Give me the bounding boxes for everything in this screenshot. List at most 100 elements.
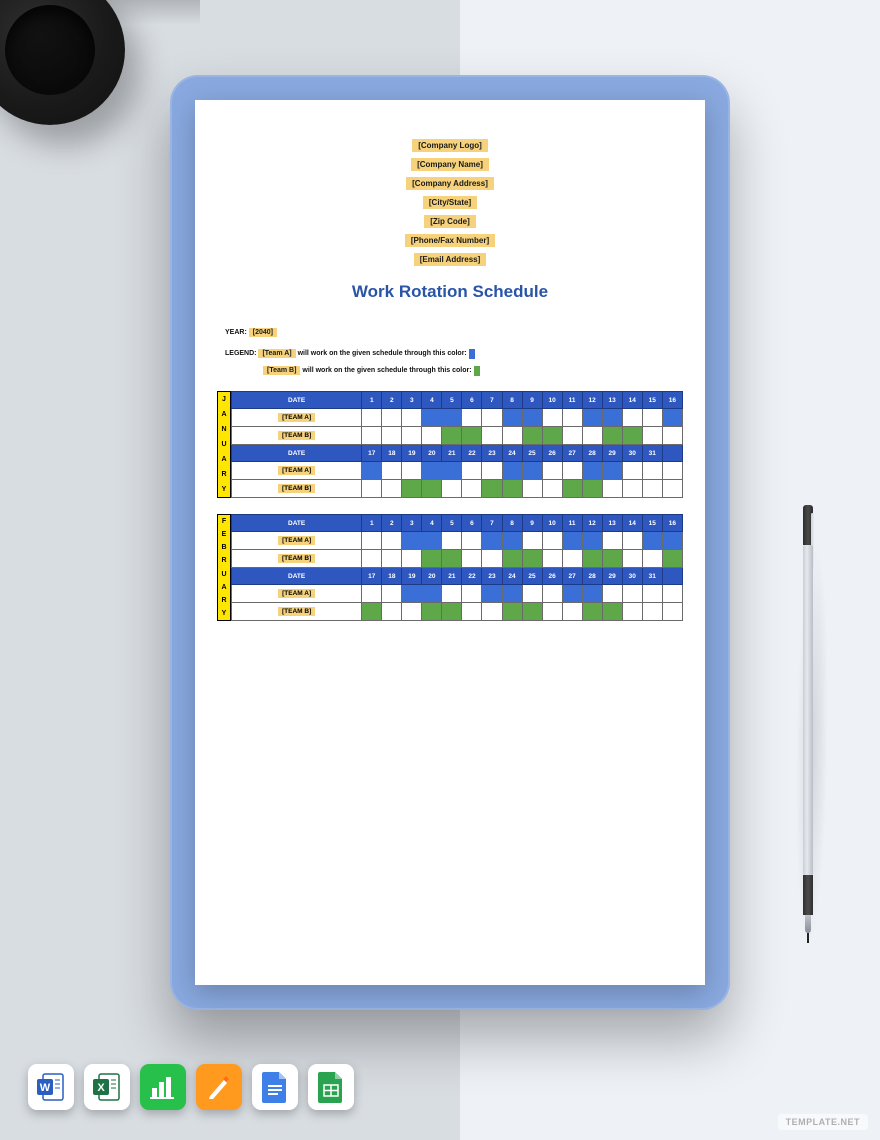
day-number: 2 [382,392,402,409]
schedule-cell [422,532,442,550]
day-number: 17 [362,568,382,585]
day-number: 7 [482,392,502,409]
schedule-cell [622,427,642,445]
day-number: 13 [602,392,622,409]
schedule-cell [622,603,642,621]
schedule-cell [402,532,422,550]
schedule-cell [542,603,562,621]
schedule-cell [362,409,382,427]
day-number: 28 [582,568,602,585]
schedule-cell [382,462,402,480]
day-number: 18 [382,445,402,462]
schedule-cell [482,603,502,621]
schedule-cell [602,585,622,603]
day-number: 6 [462,392,482,409]
schedule-cell [402,480,422,498]
day-number: 31 [642,445,662,462]
schedule-cell [402,603,422,621]
day-number: 23 [482,445,502,462]
day-number: 30 [622,568,642,585]
schedule-cell [422,585,442,603]
day-number: 1 [362,392,382,409]
schedule-cell [502,427,522,445]
schedule-cell [502,585,522,603]
day-number: 29 [602,445,622,462]
word-icon: W [28,1064,74,1110]
legend-team-a: [Team A] [258,349,295,358]
schedule-cell [582,462,602,480]
zip-placeholder: [Zip Code] [424,215,476,228]
day-number: 7 [482,515,502,532]
watermark: TEMPLATE.NET [778,1114,868,1130]
schedule-container: JANUARYDATE12345678910111213141516[TEAM … [217,391,683,621]
schedule-cell [362,462,382,480]
schedule-cell [522,462,542,480]
schedule-cell [382,532,402,550]
team-row-label: [TEAM A] [232,409,362,427]
day-number [662,445,682,462]
schedule-cell [502,532,522,550]
numbers-icon [140,1064,186,1110]
schedule-cell [582,427,602,445]
schedule-cell [402,427,422,445]
schedule-cell [662,532,682,550]
day-number: 29 [602,568,622,585]
schedule-cell [582,532,602,550]
day-number: 4 [422,392,442,409]
schedule-cell [602,603,622,621]
day-number: 22 [462,568,482,585]
schedule-cell [582,409,602,427]
day-number: 14 [622,392,642,409]
day-number: 24 [502,445,522,462]
schedule-cell [582,603,602,621]
schedule-cell [522,603,542,621]
schedule-cell [542,480,562,498]
schedule-cell [482,585,502,603]
schedule-cell [442,585,462,603]
team-row-label: [TEAM A] [232,532,362,550]
address-placeholder: [Company Address] [406,177,494,190]
schedule-cell [622,532,642,550]
schedule-cell [662,462,682,480]
day-number: 17 [362,445,382,462]
schedule-cell [442,532,462,550]
day-number: 15 [642,515,662,532]
schedule-cell [542,532,562,550]
schedule-cell [422,427,442,445]
schedule-cell [462,427,482,445]
schedule-cell [442,409,462,427]
gsheets-icon [308,1064,354,1110]
schedule-cell [582,585,602,603]
swatch-team-a [469,349,475,359]
schedule-cell [402,585,422,603]
schedule-cell [442,462,462,480]
gdocs-icon [252,1064,298,1110]
schedule-cell [602,462,622,480]
schedule-cell [602,480,622,498]
schedule-cell [642,603,662,621]
schedule-cell [662,427,682,445]
team-row-label: [TEAM B] [232,550,362,568]
day-number: 19 [402,445,422,462]
schedule-cell [522,409,542,427]
day-number: 19 [402,568,422,585]
schedule-cell [502,462,522,480]
day-number: 11 [562,515,582,532]
day-number: 8 [502,392,522,409]
schedule-cell [662,550,682,568]
schedule-cell [622,480,642,498]
document-title: Work Rotation Schedule [217,282,683,302]
schedule-cell [362,585,382,603]
schedule-cell [602,550,622,568]
day-number: 12 [582,515,602,532]
day-number: 13 [602,515,622,532]
year-label: YEAR: [225,329,247,336]
schedule-cell [462,462,482,480]
schedule-cell [562,585,582,603]
schedule-cell [462,409,482,427]
team-row-label: [TEAM B] [232,480,362,498]
schedule-cell [622,550,642,568]
schedule-cell [642,409,662,427]
schedule-cell [462,603,482,621]
day-number: 15 [642,392,662,409]
